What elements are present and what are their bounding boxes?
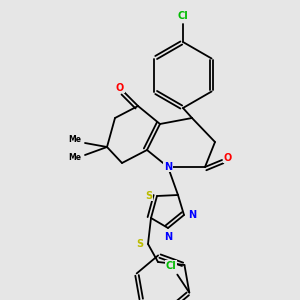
Text: Cl: Cl bbox=[178, 11, 188, 21]
Text: Cl: Cl bbox=[166, 261, 177, 271]
Text: N: N bbox=[188, 210, 196, 220]
Text: Me: Me bbox=[68, 136, 82, 145]
Text: S: S bbox=[146, 191, 153, 201]
Text: S: S bbox=[136, 239, 144, 249]
Text: O: O bbox=[224, 153, 232, 163]
Text: O: O bbox=[116, 83, 124, 93]
Text: Me: Me bbox=[68, 152, 82, 161]
Text: N: N bbox=[164, 232, 172, 242]
Text: N: N bbox=[164, 162, 172, 172]
